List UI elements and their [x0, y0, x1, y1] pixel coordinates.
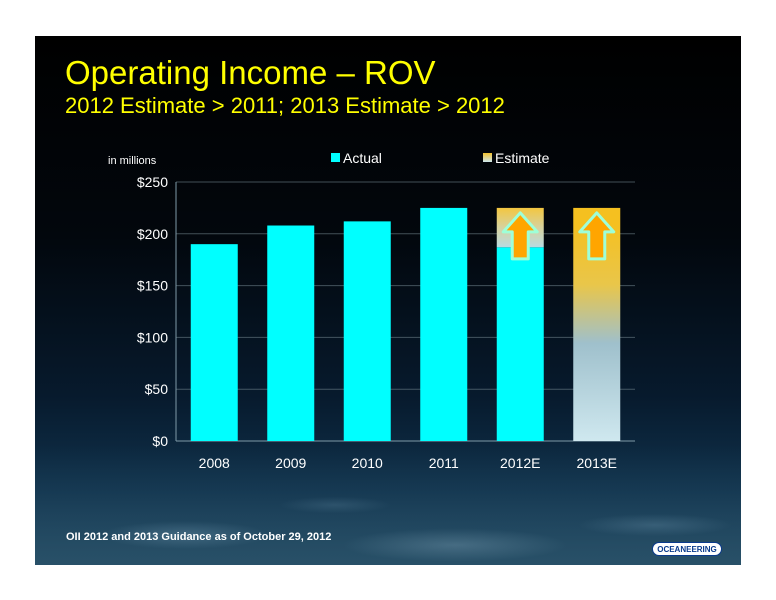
- unit-label: in millions: [108, 155, 157, 167]
- up-arrow-icon: [501, 211, 539, 261]
- x-tick-label: 2012E: [500, 455, 540, 471]
- legend-swatch-actual: [331, 153, 340, 162]
- x-tick-label: 2009: [275, 455, 306, 471]
- actual-bar: [267, 225, 315, 441]
- actual-bar: [496, 247, 544, 441]
- y-tick-label: $50: [145, 381, 169, 397]
- x-tick-label: 2010: [352, 455, 383, 471]
- logo-text: OCEANEERING: [657, 544, 717, 554]
- y-tick-label: $250: [137, 174, 168, 190]
- seabed-background: [35, 445, 741, 565]
- legend-label-actual: Actual: [343, 150, 382, 166]
- legend-label-estimate: Estimate: [495, 150, 550, 166]
- operating-income-chart: $0 $50 $100 $150 $200 $250 2008 2009 2010 2011 201…: [108, 150, 635, 471]
- y-tick-label: $100: [137, 329, 168, 345]
- guidance-footnote: OII 2012 and 2013 Guidance as of October…: [66, 531, 332, 543]
- oceaneering-logo: OCEANEERING: [652, 542, 722, 556]
- legend-swatch-estimate: [483, 153, 492, 162]
- x-tick-label: 2013E: [577, 455, 617, 471]
- actual-bar: [420, 207, 468, 441]
- actual-bar: [343, 221, 391, 441]
- actual-bar: [190, 244, 238, 441]
- y-tick-label: $0: [152, 433, 168, 449]
- slide: Operating Income – ROV 2012 Estimate > 2…: [35, 36, 741, 565]
- slide-title: Operating Income – ROV: [65, 54, 436, 91]
- y-tick-label: $150: [137, 278, 168, 294]
- y-tick-label: $200: [137, 226, 168, 242]
- x-tick-label: 2008: [199, 455, 230, 471]
- slide-subtitle: 2012 Estimate > 2011; 2013 Estimate > 20…: [65, 93, 505, 118]
- up-arrow-icon: [578, 211, 616, 261]
- x-tick-label: 2011: [429, 455, 459, 471]
